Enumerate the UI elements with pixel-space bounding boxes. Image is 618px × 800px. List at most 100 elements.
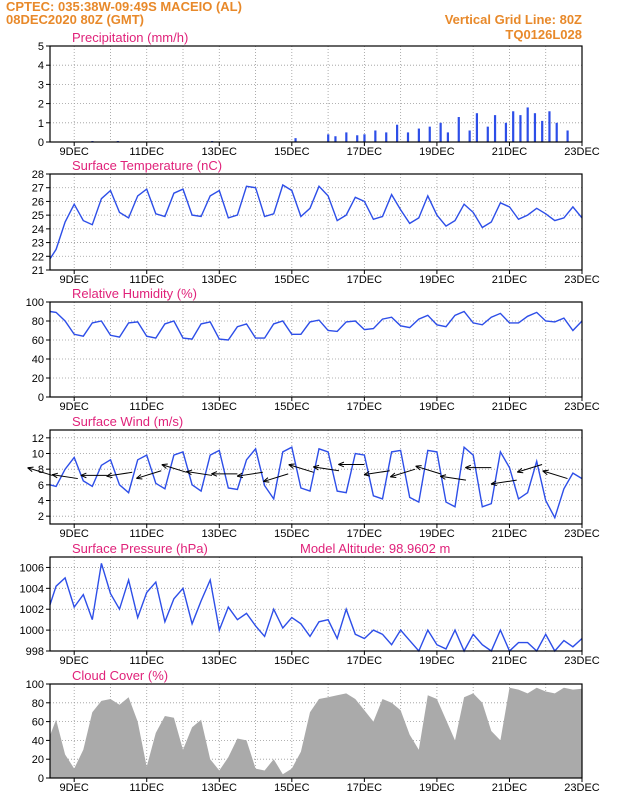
precip-bar	[374, 130, 377, 142]
wind-vector	[27, 467, 53, 476]
x-tick-label: 15DEC	[274, 782, 310, 794]
y-tick-label: 100	[26, 297, 44, 309]
panel-title: Surface Wind (m/s)	[72, 414, 183, 429]
precip-bar	[512, 111, 515, 142]
y-tick-label: 0	[38, 392, 44, 404]
x-tick-label: 11DEC	[129, 655, 164, 667]
y-tick-label: 80	[32, 698, 44, 710]
wind-arrowhead	[51, 472, 59, 479]
wind-arrowhead	[236, 472, 244, 479]
precip-bar	[566, 130, 569, 142]
precip-bar	[334, 136, 337, 142]
x-tick-label: 13DEC	[202, 655, 238, 667]
x-tick-label: 15DEC	[274, 401, 310, 413]
cloud-area	[49, 687, 583, 778]
y-tick-label: 24	[32, 224, 44, 236]
y-tick-label: 1004	[20, 583, 44, 595]
precip-bar	[533, 113, 537, 142]
x-tick-label: 23DEC	[564, 401, 600, 413]
wind-vector	[440, 475, 467, 481]
precip-bar	[541, 120, 544, 142]
y-tick-label: 80	[32, 316, 44, 328]
y-tick-label: 27	[32, 183, 44, 195]
x-tick-label: 19DEC	[419, 655, 455, 667]
wind-arrowhead	[439, 474, 447, 480]
wind-arrowhead	[389, 472, 397, 478]
wind-vector	[161, 464, 187, 473]
y-tick-label: 40	[32, 735, 44, 747]
x-tick-label: 9DEC	[60, 401, 89, 413]
wind-vector	[186, 471, 213, 476]
y-tick-label: 21	[32, 265, 44, 277]
wind-arrowhead	[465, 464, 472, 471]
x-tick-label: 17DEC	[347, 528, 383, 540]
x-tick-label: 9DEC	[60, 146, 89, 158]
precip-bar	[439, 122, 442, 142]
precip-bar	[468, 130, 471, 142]
wind-arrowhead	[490, 480, 497, 486]
precip-bar	[457, 117, 460, 142]
precip-bar	[406, 132, 410, 142]
wind-arrowhead	[161, 463, 168, 469]
precip-bar	[548, 111, 551, 142]
y-tick-label: 4	[38, 60, 44, 72]
header-date: 08DEC2020 80Z (GMT)	[6, 12, 144, 27]
x-tick-label: 15DEC	[274, 528, 310, 540]
precip-bar	[526, 107, 529, 142]
series-line	[49, 183, 583, 260]
y-tick-label: 60	[32, 335, 44, 347]
wind-vector	[263, 473, 289, 483]
x-tick-label: 9DEC	[60, 655, 89, 667]
y-tick-label: 1006	[20, 562, 44, 574]
y-tick-label: 1002	[20, 604, 44, 616]
y-tick-label: 60	[32, 717, 44, 729]
x-tick-label: 13DEC	[202, 528, 238, 540]
y-tick-label: 28	[32, 169, 44, 181]
y-tick-label: 20	[32, 373, 44, 385]
x-tick-label: 13DEC	[202, 401, 238, 413]
x-tick-label: 21DEC	[492, 528, 528, 540]
y-tick-label: 0	[38, 773, 44, 785]
precip-bar	[345, 132, 348, 142]
x-tick-label: 23DEC	[564, 782, 600, 794]
y-tick-label: 23	[32, 238, 44, 250]
x-tick-label: 19DEC	[419, 782, 455, 794]
wind-vector	[542, 470, 568, 480]
wind-arrowhead	[136, 474, 143, 480]
x-tick-label: 11DEC	[129, 528, 164, 540]
wind-vector	[390, 468, 416, 478]
y-tick-label: 4	[38, 496, 44, 508]
x-tick-label: 23DEC	[564, 274, 600, 286]
wind-arrowhead	[263, 477, 270, 483]
precip-bar	[475, 113, 479, 142]
wind-arrowhead	[363, 471, 370, 477]
wind-arrowhead	[106, 472, 113, 479]
header-location: CPTEC: 035:38W-09:49S MACEIO (AL)	[6, 0, 242, 14]
x-tick-label: 21DEC	[492, 274, 528, 286]
x-tick-label: 11DEC	[129, 401, 164, 413]
precip-bar	[504, 122, 508, 142]
precip-bar	[385, 132, 388, 142]
x-tick-label: 15DEC	[274, 274, 310, 286]
x-tick-label: 17DEC	[347, 782, 383, 794]
wind-vector	[237, 471, 263, 477]
x-tick-label: 11DEC	[129, 146, 164, 158]
y-tick-label: 100	[26, 679, 44, 691]
x-tick-label: 13DEC	[202, 782, 238, 794]
y-tick-label: 20	[32, 754, 44, 766]
wind-vector	[415, 465, 441, 475]
precip-bar	[446, 132, 449, 142]
series-line	[49, 310, 583, 341]
x-tick-label: 13DEC	[202, 274, 238, 286]
precip-bar	[294, 138, 297, 142]
wind-vector	[52, 474, 78, 480]
wind-vector	[490, 479, 517, 485]
x-tick-label: 11DEC	[129, 274, 164, 286]
series-line	[49, 563, 583, 653]
precip-bar	[555, 122, 558, 142]
precip-bar	[396, 124, 399, 142]
wind-arrowhead	[211, 471, 218, 477]
precip-bar	[486, 126, 489, 142]
